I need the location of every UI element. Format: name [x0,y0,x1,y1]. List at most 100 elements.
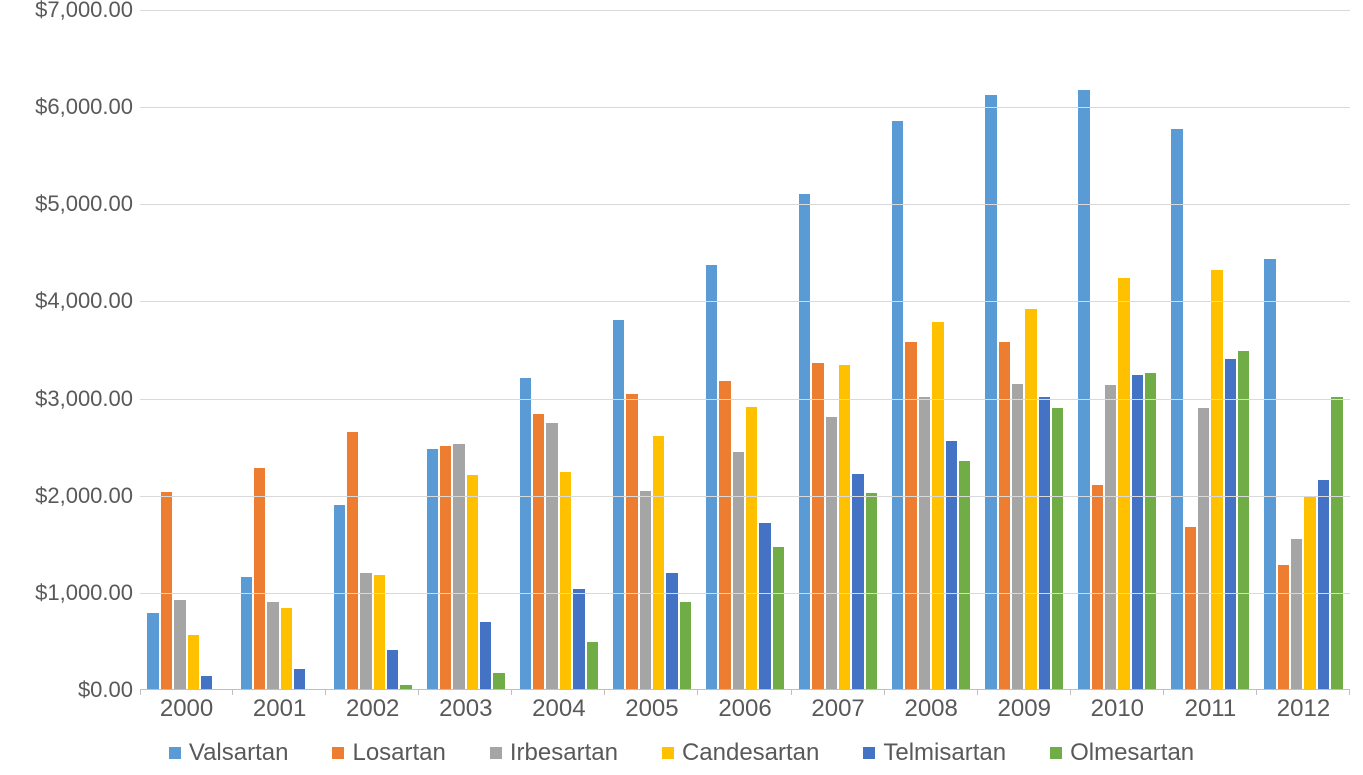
gridline [140,593,1350,594]
bar [1052,408,1063,689]
bar-group: 2008 [885,10,978,689]
legend-label: Olmesartan [1070,739,1194,767]
bar [826,417,837,689]
legend-label: Valsartan [189,739,289,767]
bar [999,342,1010,689]
x-axis-label: 2002 [326,689,419,723]
bar-cluster [799,10,877,689]
bar [1105,385,1116,689]
bar-group: 2011 [1164,10,1257,689]
legend-item: Olmesartan [1050,739,1194,767]
bar-group: 2009 [978,10,1071,689]
legend-swatch [1050,747,1062,759]
bar [626,394,637,689]
x-axis-label: 2012 [1257,689,1350,723]
y-axis-label: $2,000.00 [3,483,133,509]
bar [188,635,199,689]
bar [1225,359,1236,689]
y-axis-label: $4,000.00 [3,288,133,314]
y-axis-label: $3,000.00 [3,386,133,412]
bar [1238,351,1249,689]
bar [1039,397,1050,689]
bar-cluster [1171,10,1249,689]
bar [812,363,823,689]
bar [946,441,957,689]
bar-cluster [985,10,1063,689]
bar [666,573,677,689]
bar [1198,408,1209,689]
bar-cluster [520,10,598,689]
bar [719,381,730,689]
bar [573,589,584,689]
bar [680,602,691,689]
bar [985,95,996,690]
bar [267,602,278,689]
bar [1264,259,1275,689]
bar-groups: 2000200120022003200420052006200720082009… [140,10,1350,689]
bar [587,642,598,689]
legend-item: Irbesartan [490,739,618,767]
bar [613,320,624,689]
bar [1318,480,1329,689]
legend-swatch [332,747,344,759]
bar [1211,270,1222,689]
bar [1012,384,1023,689]
x-axis-label: 2000 [140,689,233,723]
legend-item: Telmisartan [863,739,1006,767]
x-axis-label: 2006 [698,689,791,723]
bar [759,523,770,689]
bar [919,397,930,689]
bar [746,407,757,689]
bar-cluster [241,10,319,689]
bar-group: 2002 [326,10,419,689]
y-axis-label: $1,000.00 [3,580,133,606]
bar [147,613,158,689]
bar [640,491,651,689]
legend: Valsartan Losartan Irbesartan Candesartan Te… [0,739,1363,767]
legend-item: Candesartan [662,739,819,767]
x-axis-label: 2008 [885,689,978,723]
bar [839,365,850,689]
bar [773,547,784,689]
bar [733,452,744,689]
bar [1278,565,1289,689]
bar [294,669,305,689]
bar [852,474,863,689]
bar-group: 2004 [512,10,605,689]
bar [201,676,212,689]
gridline [140,399,1350,400]
bar [241,577,252,689]
bar [1291,539,1302,689]
bar-cluster [334,10,412,689]
bar [467,475,478,689]
x-axis-label: 2010 [1071,689,1164,723]
x-axis-label: 2009 [978,689,1071,723]
bar [1132,375,1143,689]
bar-cluster [147,10,225,689]
gridline [140,204,1350,205]
gridline [140,496,1350,497]
legend-swatch [662,747,674,759]
bar [427,449,438,689]
legend-swatch [863,747,875,759]
bar [161,492,172,689]
bar [493,673,504,689]
x-tick [140,689,141,695]
bar [1025,309,1036,689]
legend-label: Telmisartan [883,739,1006,767]
legend-item: Losartan [332,739,445,767]
bar [520,378,531,689]
legend-label: Losartan [352,739,445,767]
bar-cluster [706,10,784,689]
bar-cluster [1264,10,1342,689]
bar-cluster [892,10,970,689]
bar-group: 2003 [419,10,512,689]
gridline [140,10,1350,11]
y-axis-label: $5,000.00 [3,191,133,217]
bar-group: 2006 [698,10,791,689]
bar [480,622,491,689]
legend-label: Irbesartan [510,739,618,767]
bar-group: 2012 [1257,10,1350,689]
x-axis-label: 2011 [1164,689,1257,723]
bar [1092,485,1103,689]
